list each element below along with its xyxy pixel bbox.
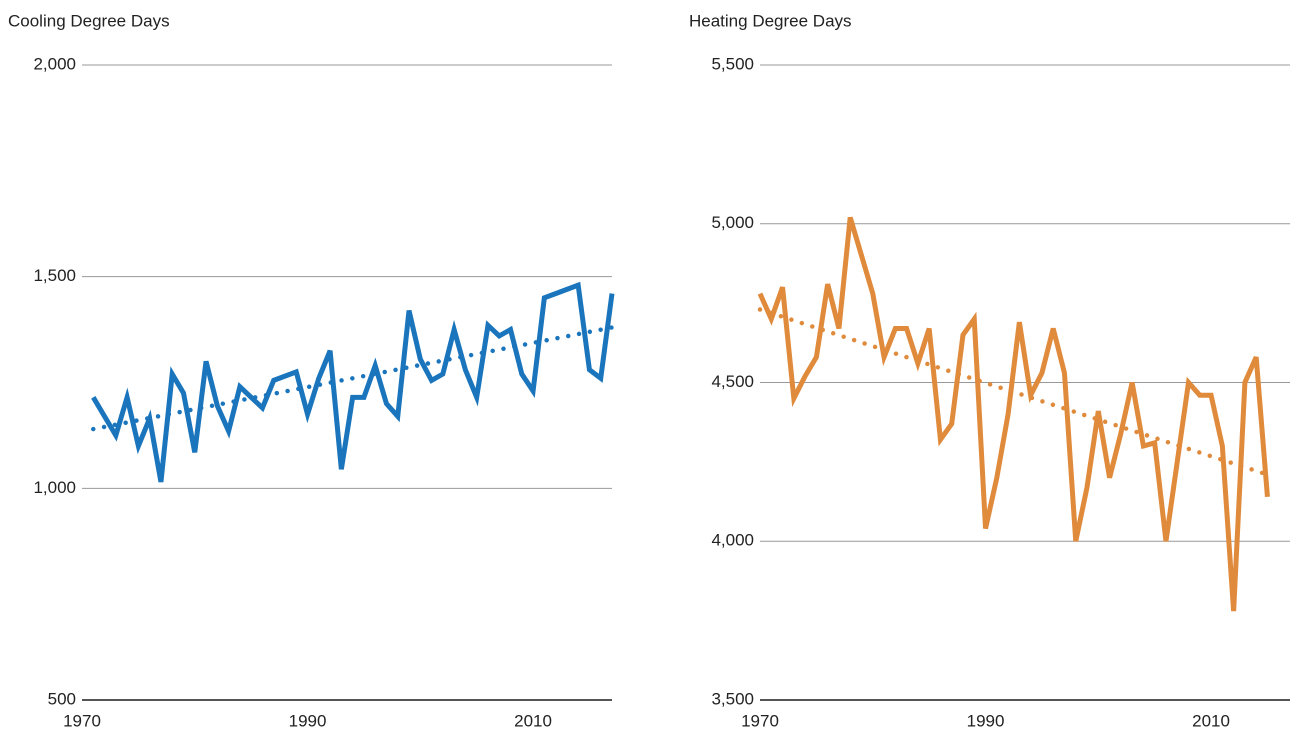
trend-line: [91, 325, 615, 432]
x-tick-label: 1990: [967, 711, 1005, 730]
y-tick-label: 4,500: [711, 372, 754, 391]
y-tick-label: 500: [48, 689, 76, 708]
x-tick-label: 1970: [741, 711, 779, 730]
chart-title: Heating Degree Days: [689, 11, 852, 30]
chart-title: Cooling Degree Days: [8, 11, 170, 30]
y-tick-label: 5,500: [711, 54, 754, 73]
x-tick-label: 2010: [1192, 711, 1230, 730]
data-line: [91, 281, 615, 483]
y-tick-label: 2,000: [33, 54, 76, 73]
x-tick-label: 2010: [514, 711, 552, 730]
y-tick-label: 5,000: [711, 213, 754, 232]
y-tick-label: 1,500: [33, 266, 76, 285]
y-tick-label: 4,000: [711, 531, 754, 550]
trend-line: [757, 307, 1270, 477]
x-tick-label: 1970: [63, 711, 101, 730]
y-tick-label: 1,000: [33, 478, 76, 497]
data-line: [757, 216, 1270, 612]
y-tick-label: 3,500: [711, 689, 754, 708]
x-tick-label: 1990: [289, 711, 327, 730]
